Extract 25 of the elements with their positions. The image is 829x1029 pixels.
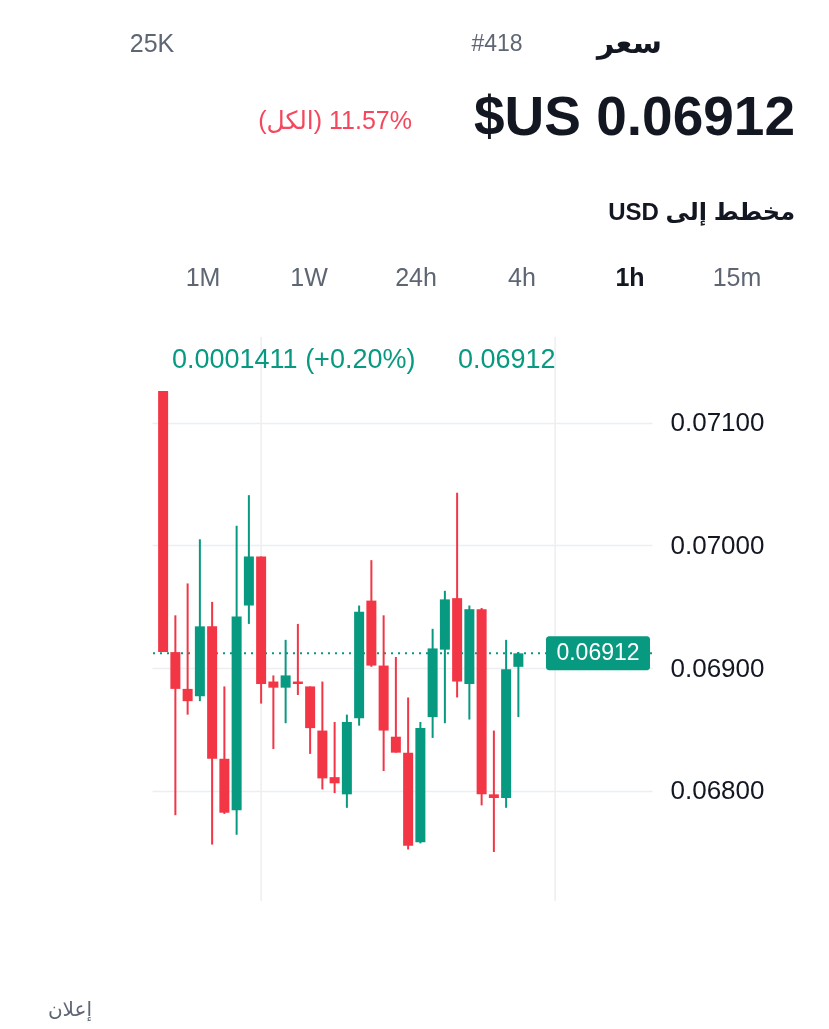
text: 15m xyxy=(712,263,762,291)
y-tick-label: 0.07100 xyxy=(670,407,765,438)
candlestick xyxy=(182,582,193,716)
text: مخطط إلى USD xyxy=(608,198,795,226)
text: $US 0.06912 xyxy=(473,85,795,147)
candlestick xyxy=(329,720,340,795)
text: 4h xyxy=(508,263,536,291)
candlestick xyxy=(268,674,279,750)
text: 25K xyxy=(129,29,175,57)
text: 24h xyxy=(395,263,437,291)
ref-line-label: 0.06912 xyxy=(556,639,640,666)
y-tick-label: 0.06800 xyxy=(670,775,765,806)
annotation: 0.0001411 (+0.20%) xyxy=(172,344,416,374)
text: 1M xyxy=(185,263,221,291)
text: 1h xyxy=(615,263,645,291)
text: 1W xyxy=(290,263,329,291)
text: 11.57% (الكل) xyxy=(258,106,412,134)
candlestick xyxy=(488,729,499,853)
text: سعر xyxy=(594,26,662,60)
y-tick-label: 0.06900 xyxy=(670,652,765,683)
annotation: 0.06912 xyxy=(458,344,556,374)
candlestick xyxy=(390,656,401,754)
y-tick-label: 0.07000 xyxy=(670,529,765,560)
text: #418 xyxy=(471,30,523,56)
text: إعلان xyxy=(47,998,92,1022)
